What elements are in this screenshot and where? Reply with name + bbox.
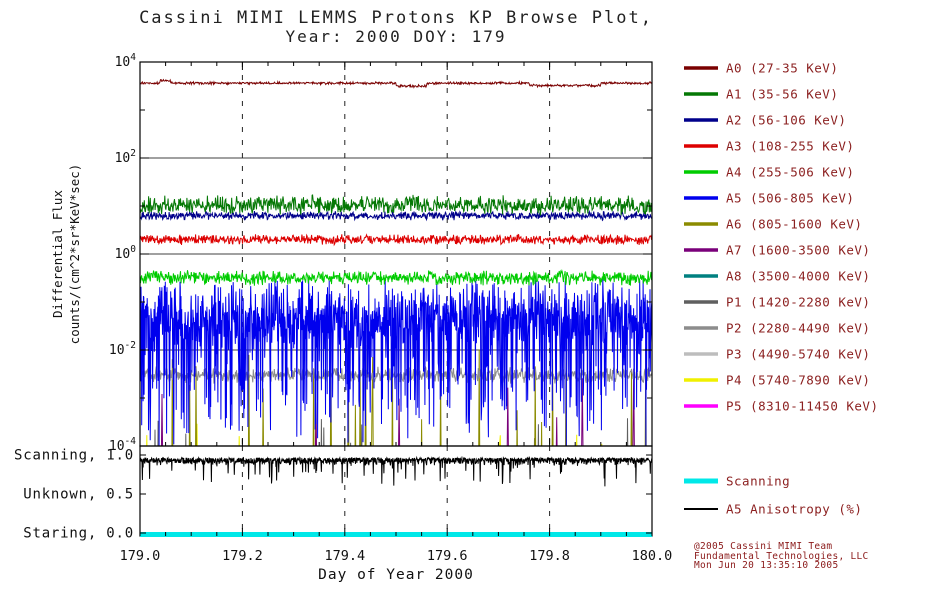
legend-label-a0: A0 (27-35 KeV) [726, 61, 838, 76]
legend-label-p5: P5 (8310-11450 KeV) [726, 399, 879, 414]
x-tick-label: 179.2 [222, 548, 263, 564]
series-a0 [140, 78, 652, 89]
credit-line1: @2005 Cassini MIMI Team [694, 541, 833, 552]
legend-label-a5: A5 (506-805 KeV) [726, 191, 854, 206]
legend-label-a2: A2 (56-106 KeV) [726, 113, 846, 128]
series-a5 [140, 278, 652, 446]
legend-label-p3: P3 (4490-5740 KeV) [726, 347, 870, 362]
series-a1 [140, 194, 652, 216]
x-tick-label: 179.8 [529, 548, 570, 564]
legend-label-p2: P2 (2280-4490 KeV) [726, 321, 870, 336]
y-tick-label: 10-4 [109, 436, 136, 454]
y-axis-title-line2: counts/(cm^2*sr*KeV*sec) [67, 164, 82, 345]
legend-label-a8: A8 (3500-4000 KeV) [726, 269, 870, 284]
y-axis-title-line1: Differential Flux [50, 190, 65, 318]
legend-label-a4: A4 (255-506 KeV) [726, 165, 854, 180]
x-tick-label: 179.6 [427, 548, 468, 564]
series-a4 [140, 269, 652, 286]
mode-label: Scanning, 1.0 [14, 448, 134, 464]
series-p2 [140, 366, 652, 385]
mode-label: Staring, 0.0 [23, 526, 134, 542]
credit-line3: Mon Jun 20 13:35:10 2005 [694, 560, 839, 571]
y-tick-label: 104 [115, 52, 137, 70]
y-tick-label: 10-2 [109, 340, 136, 358]
legend-label-a5-anisotropy-: A5 Anisotropy (%) [726, 502, 862, 517]
y-tick-label: 100 [115, 244, 137, 262]
series-a7 [160, 368, 635, 446]
legend-label-p1: P1 (1420-2280 KeV) [726, 295, 870, 310]
legend-label-a7: A7 (1600-3500 KeV) [726, 243, 870, 258]
legend-label-a3: A3 (108-255 KeV) [726, 139, 854, 154]
x-tick-label: 179.4 [324, 548, 365, 564]
credit-line2: Fundamental Technologies, LLC [694, 550, 869, 562]
series-a5-anisotropy [140, 455, 652, 487]
x-tick-label: 180.0 [632, 548, 673, 564]
series-a2 [140, 209, 652, 222]
page-subtitle: Year: 2000 DOY: 179 [285, 27, 507, 46]
y-tick-label: 102 [115, 148, 136, 166]
x-tick-label: 179.0 [120, 548, 161, 564]
x-axis-title: Day of Year 2000 [318, 567, 474, 583]
legend-label-a1: A1 (35-56 KeV) [726, 87, 838, 102]
legend-label-a6: A6 (805-1600 KeV) [726, 217, 862, 232]
credit-block: @2005 Cassini MIMI Team Fundamental Tech… [694, 542, 869, 571]
series-a3 [140, 233, 652, 247]
legend-label-p4: P4 (5740-7890 KeV) [726, 373, 870, 388]
mode-label: Unknown, 0.5 [23, 487, 134, 503]
page-title: Cassini MIMI LEMMS Protons KP Browse Plo… [139, 8, 653, 28]
legend-label-scanning: Scanning [726, 474, 790, 489]
series-a6 [171, 344, 647, 446]
